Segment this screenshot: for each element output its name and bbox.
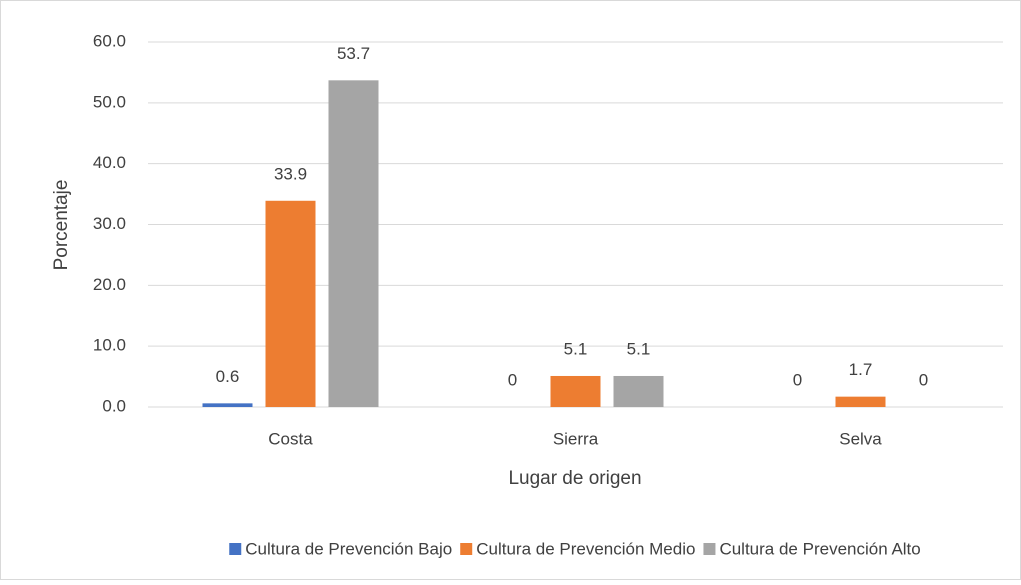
legend-label: Cultura de Prevención Alto xyxy=(719,539,920,558)
y-tick-label: 0.0 xyxy=(102,396,126,415)
y-tick-label: 20.0 xyxy=(93,275,126,294)
bar xyxy=(613,375,664,407)
y-tick-label: 10.0 xyxy=(93,336,126,355)
data-label: 5.1 xyxy=(627,339,651,358)
x-axis-label: Lugar de origen xyxy=(508,468,641,489)
bar xyxy=(328,80,379,407)
data-label: 0 xyxy=(793,370,802,389)
y-tick-label: 40.0 xyxy=(93,153,126,172)
legend-label: Cultura de Prevención Bajo xyxy=(245,539,452,558)
data-label: 0 xyxy=(919,370,928,389)
x-tick-label: Selva xyxy=(839,429,882,448)
y-tick-label: 60.0 xyxy=(93,31,126,50)
legend-swatch xyxy=(703,543,716,555)
x-tick-label: Costa xyxy=(268,429,313,448)
data-label: 1.7 xyxy=(849,360,873,379)
legend-label: Cultura de Prevención Medio xyxy=(476,539,695,558)
y-tick-label: 50.0 xyxy=(93,92,126,111)
legend-swatch xyxy=(229,543,242,555)
data-label: 0.6 xyxy=(216,367,240,386)
bar xyxy=(265,200,316,407)
bar xyxy=(550,375,601,407)
data-label: 53.7 xyxy=(337,44,370,63)
data-label: 5.1 xyxy=(564,339,588,358)
bar xyxy=(202,403,253,407)
data-label: 33.9 xyxy=(274,164,307,183)
data-label: 0 xyxy=(508,370,517,389)
x-tick-label: Sierra xyxy=(553,429,599,448)
y-tick-label: 30.0 xyxy=(93,214,126,233)
bar xyxy=(835,396,886,407)
legend-swatch xyxy=(460,543,473,555)
y-axis-label: Porcentaje xyxy=(51,180,72,271)
